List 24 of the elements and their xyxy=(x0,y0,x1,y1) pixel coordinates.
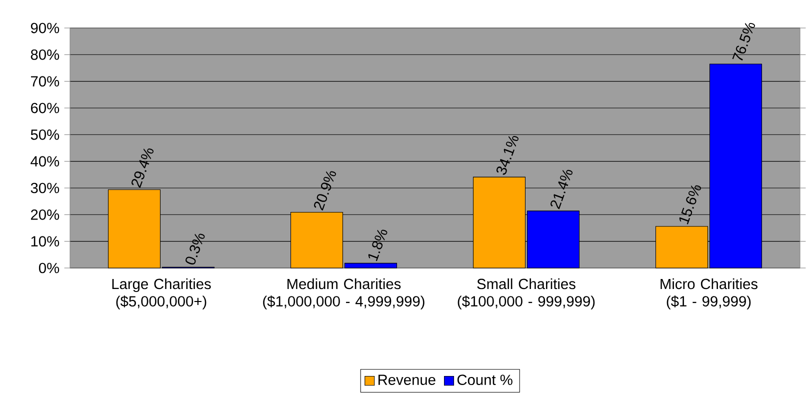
y-tick-label: 50% xyxy=(30,129,60,140)
y-tick-label: 0% xyxy=(38,262,60,274)
legend-label: Revenue xyxy=(378,374,436,385)
data-label: 34.1% xyxy=(496,136,518,175)
x-tick-label: Small Charities ($100,000 - 999,999) xyxy=(458,278,595,310)
data-label: 15.6% xyxy=(679,185,701,224)
x-tick-label: Large Charities ($5,000,000+) xyxy=(112,278,211,310)
y-tick-label: 80% xyxy=(30,49,60,60)
x-tick-label: Micro Charities ($1 - 99,999) xyxy=(660,278,758,310)
legend-label: Count % xyxy=(457,374,512,386)
data-label: 29.4% xyxy=(132,148,154,188)
x-tick-label: Medium Charities ($1,000,000 - 4,999,999) xyxy=(263,278,424,310)
y-tick-label: 10% xyxy=(31,236,60,247)
data-label: 1.8% xyxy=(368,230,388,262)
y-tick-label: 20% xyxy=(30,209,60,220)
y-tick-label: 40% xyxy=(30,156,60,167)
y-tick-label: 70% xyxy=(31,76,60,87)
y-tick-label: 90% xyxy=(30,22,60,34)
data-label: 21.4% xyxy=(550,170,573,210)
y-tick-label: 60% xyxy=(31,102,60,114)
data-label: 20.9% xyxy=(314,171,336,211)
y-tick-label: 30% xyxy=(30,182,60,194)
data-label: 76.5% xyxy=(732,22,755,61)
data-label: 0.3% xyxy=(186,234,205,265)
